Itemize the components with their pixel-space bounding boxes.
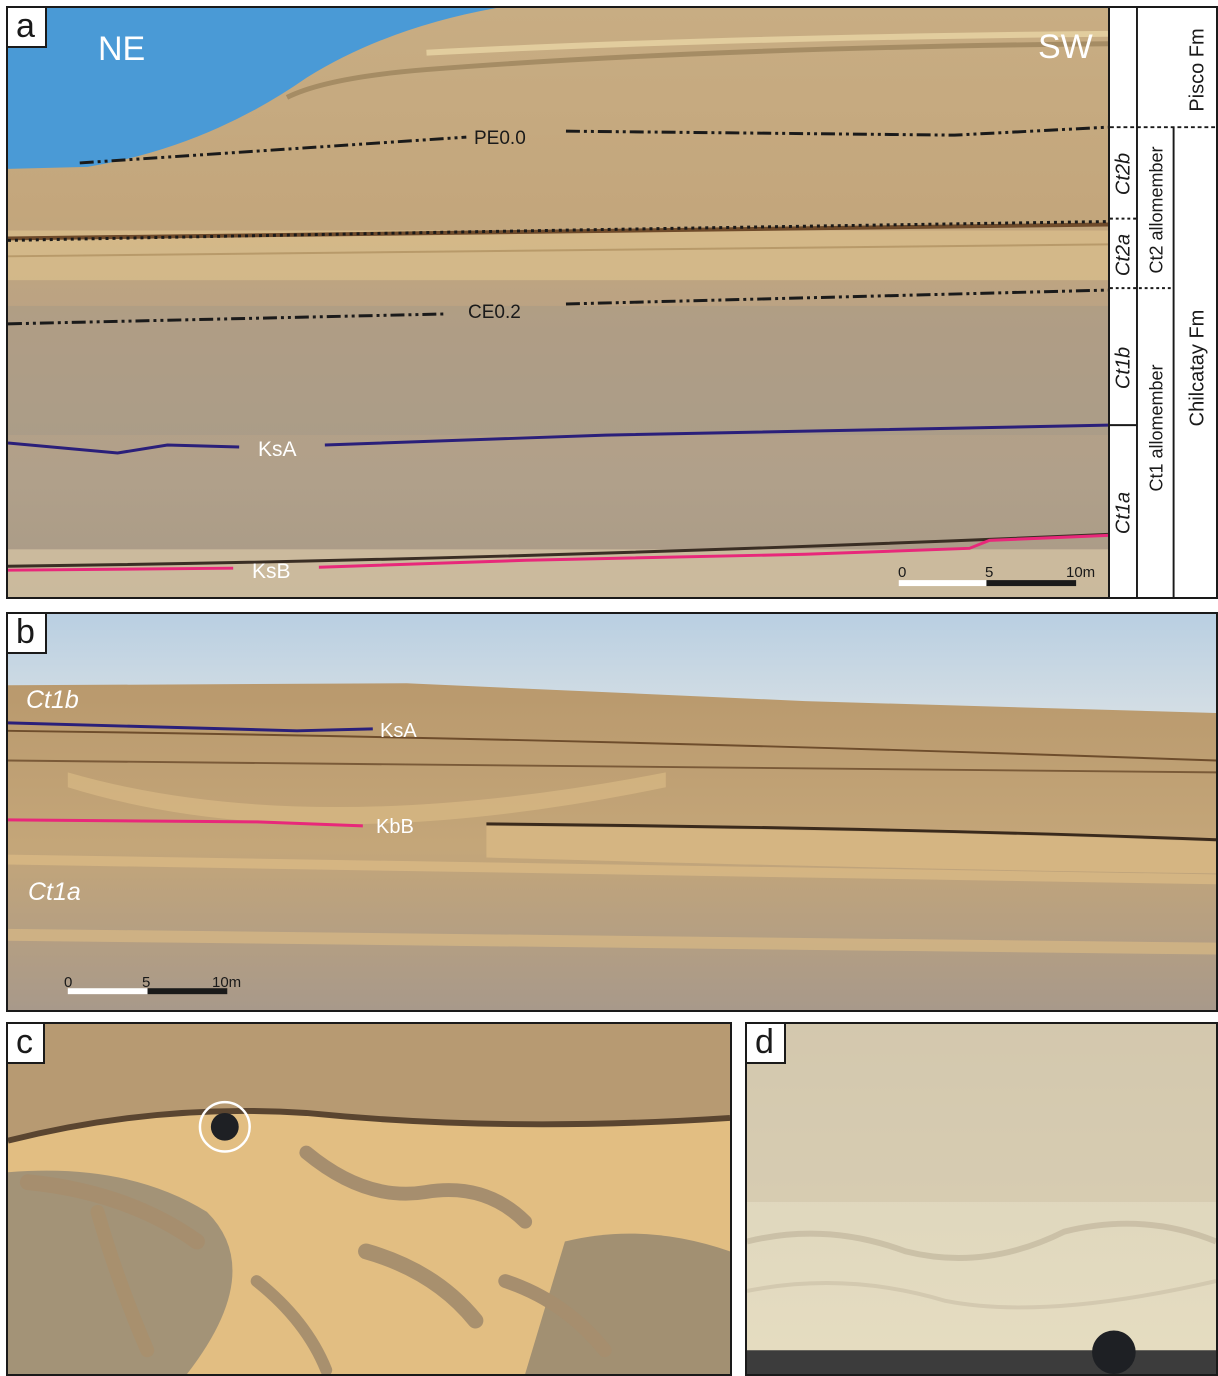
unit-ct1b-label: Ct1b [1112,346,1135,390]
panel-a-sky [8,8,497,169]
scale-tick-10m-b: 10m [212,974,242,991]
lens-cap-d [1092,1330,1136,1374]
direction-ne: NE [98,30,146,68]
panel-a: a NE SW PE0.0 CE0.2 KsA KsB 0 5 10m [6,6,1110,599]
surface-pe00-line [79,125,1108,165]
label-ksb: KsB [252,560,291,583]
scale-bar-white-b [67,988,148,995]
scale-tick-5-b: 5 [142,974,151,991]
unit-ct2b-label: Ct2b [1112,152,1135,196]
stratigraphic-column: Ct2b Ct2a Ct1b Ct1a Ct2 allomember Ct1 a… [1108,6,1218,599]
panel-c-letter: c [8,1024,45,1064]
label-kbb-b: KbB [376,816,414,838]
unit-ct2a-label: Ct2a [1112,233,1135,277]
allomember-ct1-label: Ct1 allomember [1146,364,1167,492]
scale-bar-white [898,580,987,587]
scale-bar-black [986,580,1077,587]
scale-tick-10m: 10m [1066,564,1096,581]
lens-cap-marker [210,1112,239,1141]
label-pe00: PE0.0 [474,128,526,149]
scale-bar-black-b [147,988,228,995]
panel-d-photo [747,1024,1216,1374]
surface-ksb-line [8,533,1108,572]
panel-d-letter: d [747,1024,786,1064]
label-ce02: CE0.2 [468,302,521,323]
allomember-ct2-label: Ct2 allomember [1146,146,1167,274]
panel-b-photo [8,614,1216,1010]
label-ksa-b: KsA [380,720,417,742]
surface-kbb-line-b [8,818,363,828]
panel-b-letter: b [8,614,47,654]
unit-ct1a-label-b: Ct1a [28,878,81,906]
surface-ksa-line [8,423,1108,455]
formation-pisco-label: Pisco Fm [1186,28,1209,112]
panel-c-photo [8,1024,730,1374]
scale-tick-0: 0 [898,564,907,581]
surface-ct2a-top-dotted [8,220,1108,242]
panel-a-photo [8,8,1108,597]
lens-cap-highlight-circle [198,1100,251,1153]
panel-a-letter: a [8,8,47,48]
unit-ct1b-label-b: Ct1b [26,686,79,714]
formation-chilcatay-label: Chilcatay Fm [1186,309,1209,427]
surface-ce02-line [8,288,1108,326]
panel-d: d [745,1022,1218,1376]
unit-ct1a-label: Ct1a [1112,491,1135,535]
scale-tick-5: 5 [985,564,994,581]
panel-c: c [6,1022,732,1376]
surface-ksa-line-b [8,721,373,733]
direction-sw: SW [1038,28,1093,66]
scale-tick-0-b: 0 [64,974,73,991]
panel-b: b Ct1b Ct1a KsA KbB 0 5 10m [6,612,1218,1012]
label-ksa: KsA [258,438,297,461]
